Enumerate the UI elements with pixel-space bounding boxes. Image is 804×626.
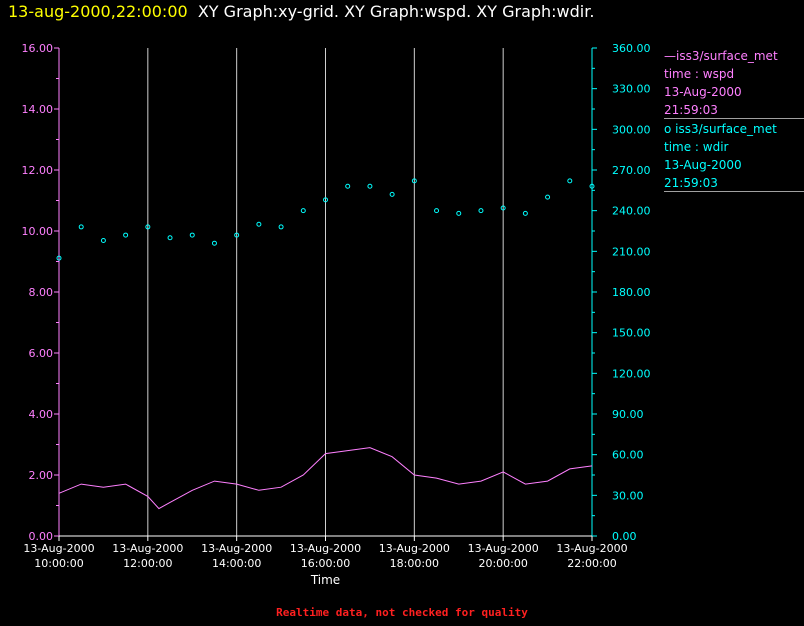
wdir-point [211,240,217,246]
legend-wspd[interactable]: —iss3/surface_met time : wspd 13-Aug-200… [664,47,804,119]
legend-wdir-label: iss3/surface_met [675,122,777,136]
right-axis-tick-label: 180.00 [612,286,651,299]
right-axis-tick-label: 60.00 [612,449,644,462]
x-axis-tick-time: 10:00:00 [34,557,83,570]
right-axis-tick-label: 240.00 [612,205,651,218]
x-axis-tick-date: 13-Aug-2000 [379,542,450,555]
legend-wspd-date: 13-Aug-2000 [664,85,742,99]
legend-wdir-marker: o [664,122,672,136]
left-axis-tick-label: 2.00 [29,469,54,482]
wdir-point [56,255,62,261]
wdir-point [78,224,84,230]
x-axis-tick-time: 16:00:00 [301,557,350,570]
wdir-point [567,178,573,184]
right-axis-tick-label: 300.00 [612,123,651,136]
wdir-point [367,183,373,189]
chart-title: 13-aug-2000,22:00:00 XY Graph:xy-grid. X… [8,2,594,21]
legend-wdir-time: 21:59:03 [664,176,718,190]
wdir-point [234,232,240,238]
left-axis-tick-label: 8.00 [29,286,54,299]
x-axis-tick-date: 13-Aug-2000 [201,542,272,555]
x-axis-tick-time: 12:00:00 [123,557,172,570]
wdir-point [434,208,440,214]
right-axis-tick-label: 150.00 [612,327,651,340]
legend-wdir-axis: time : wdir [664,140,729,154]
legend-divider-bottom [664,191,804,192]
x-axis-tick-time: 22:00:00 [567,557,616,570]
x-axis-tick-time: 18:00:00 [390,557,439,570]
wdir-point [278,224,284,230]
right-axis-tick-label: 30.00 [612,489,644,502]
wdir-point [145,224,151,230]
left-axis-tick-label: 6.00 [29,347,54,360]
x-axis-tick-time: 14:00:00 [212,557,261,570]
x-axis-label: Time [310,573,340,587]
wdir-point [456,210,462,216]
legend-wspd-label: iss3/surface_met [676,49,778,63]
x-axis-tick-date: 13-Aug-2000 [556,542,627,555]
right-axis-tick-label: 120.00 [612,367,651,380]
legend-wspd-marker: — [664,49,676,63]
wdir-point [478,208,484,214]
wdir-point [500,205,506,211]
wdir-point [345,183,351,189]
left-axis-tick-label: 14.00 [22,103,54,116]
wdir-point [389,191,395,197]
x-axis-tick-date: 13-Aug-2000 [290,542,361,555]
x-axis-tick-date: 13-Aug-2000 [468,542,539,555]
wdir-point [589,183,595,189]
legend-wspd-label-line: —iss3/surface_met [664,47,804,65]
wdir-point [522,210,528,216]
x-axis-tick-date: 13-Aug-2000 [23,542,94,555]
left-axis-tick-label: 4.00 [29,408,54,421]
legend-wspd-axis: time : wspd [664,67,735,81]
right-axis-tick-label: 330.00 [612,83,651,96]
legend-wdir-date: 13-Aug-2000 [664,158,742,172]
right-axis-tick-label: 210.00 [612,245,651,258]
wdir-point [167,235,173,241]
x-axis-tick-time: 20:00:00 [478,557,527,570]
wdir-point [545,194,551,200]
quality-notice: Realtime data, not checked for quality [276,606,528,619]
wdir-point [100,237,106,243]
title-graph-names: XY Graph:xy-grid. XY Graph:wspd. XY Grap… [197,2,595,21]
left-axis-tick-label: 0.00 [29,530,54,543]
right-axis-tick-label: 90.00 [612,408,644,421]
wdir-point [256,221,262,227]
legend-wdir-label-line: o iss3/surface_met [664,120,804,138]
legend-wspd-time: 21:59:03 [664,103,718,117]
legend-divider [664,118,804,119]
left-axis-tick-label: 16.00 [22,42,54,55]
right-axis-tick-label: 270.00 [612,164,651,177]
wdir-point [300,208,306,214]
right-axis-tick-label: 0.00 [612,530,637,543]
right-axis-tick-label: 360.00 [612,42,651,55]
wdir-point [123,232,129,238]
wdir-point [323,197,328,203]
x-axis-tick-date: 13-Aug-2000 [112,542,183,555]
wspd-series-line [58,447,593,510]
legend-wdir[interactable]: o iss3/surface_met time : wdir 13-Aug-20… [664,120,804,192]
wdir-point [189,232,195,238]
title-timestamp: 13-aug-2000,22:00:00 [8,2,188,21]
left-axis-tick-label: 10.00 [22,225,54,238]
left-axis-tick-label: 12.00 [22,164,54,177]
wdir-point [411,178,417,184]
